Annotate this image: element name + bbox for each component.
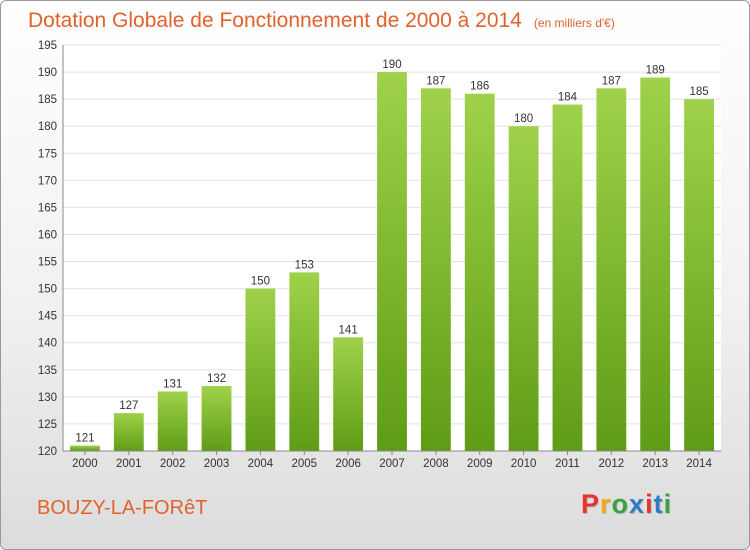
data-label: 153 xyxy=(295,259,314,271)
bar xyxy=(157,391,188,451)
x-tick-label: 2002 xyxy=(160,458,186,470)
data-label: 131 xyxy=(163,378,182,390)
y-tick-label: 170 xyxy=(38,175,57,187)
x-tick-label: 2004 xyxy=(248,458,274,470)
logo-letter: i xyxy=(645,489,654,519)
chart-subtitle: (en milliers d'€) xyxy=(533,16,615,30)
bar xyxy=(377,72,407,452)
logo-letter: t xyxy=(653,489,664,519)
y-tick-label: 155 xyxy=(38,257,57,269)
bar xyxy=(640,77,671,451)
data-label: 132 xyxy=(207,373,226,385)
data-label: 189 xyxy=(646,64,665,76)
bar xyxy=(289,272,320,451)
x-tick-label: 2003 xyxy=(204,458,230,470)
data-label: 186 xyxy=(470,81,489,93)
logo-letter: i xyxy=(663,489,673,519)
logo-letter: o xyxy=(611,489,630,519)
commune-name: BOUZY-LA-FORêT xyxy=(37,497,208,519)
y-tick-label: 150 xyxy=(38,284,57,296)
bar xyxy=(70,445,100,451)
y-tick-label: 185 xyxy=(38,94,57,106)
y-axis: 120 125 130 135 140 145 150 155 160 165 170 175 180 1… xyxy=(38,40,64,458)
data-label: 185 xyxy=(689,86,708,98)
x-tick-label: 2007 xyxy=(379,458,405,470)
bar xyxy=(245,288,276,451)
x-tick-label: 2011 xyxy=(555,458,580,470)
data-label: 187 xyxy=(602,75,621,87)
bar xyxy=(333,337,364,451)
bar xyxy=(201,386,232,451)
y-tick-label: 120 xyxy=(38,446,57,458)
data-label: 127 xyxy=(119,400,138,412)
x-tick-label: 2013 xyxy=(642,458,668,470)
data-label: 141 xyxy=(339,324,358,336)
x-tick-label: 2005 xyxy=(291,458,317,470)
logo-letter: r xyxy=(600,489,612,519)
y-tick-label: 180 xyxy=(38,121,57,133)
data-label: 190 xyxy=(382,59,401,71)
bar xyxy=(508,126,539,451)
bars: 121 127 131 132 150 153 141 190 187 186 180 184 187 1… xyxy=(70,59,714,452)
bar xyxy=(552,104,583,452)
bar xyxy=(420,88,451,451)
bar xyxy=(464,93,495,451)
data-label: 187 xyxy=(426,75,445,87)
x-tick-label: 2008 xyxy=(423,458,449,470)
y-tick-label: 130 xyxy=(38,392,57,404)
x-tick-label: 2001 xyxy=(116,458,142,470)
data-label: 150 xyxy=(251,276,270,288)
logo-letter: P xyxy=(581,489,601,519)
data-label: 180 xyxy=(514,113,533,125)
x-tick-label: 2006 xyxy=(335,458,361,470)
x-axis: 2000 2001 2002 2003 2004 2005 2006 2007 2008 2009… xyxy=(63,450,721,470)
bar xyxy=(113,413,144,451)
y-tick-label: 190 xyxy=(38,67,57,79)
x-tick-label: 2010 xyxy=(511,458,537,470)
y-tick-label: 140 xyxy=(38,338,57,350)
logo-letter: x xyxy=(629,489,646,519)
y-tick-label: 160 xyxy=(38,229,57,241)
proxiti-logo: Proxiti xyxy=(581,489,672,520)
y-tick-label: 195 xyxy=(38,40,57,52)
y-tick-label: 125 xyxy=(38,419,57,431)
bar xyxy=(684,99,714,451)
chart-title: Dotation Globale de Fonctionnement de 20… xyxy=(28,9,615,33)
y-tick-label: 135 xyxy=(38,365,57,377)
chart-title-text: Dotation Globale de Fonctionnement de 20… xyxy=(28,9,522,32)
x-tick-label: 2000 xyxy=(72,458,98,470)
x-tick-label: 2014 xyxy=(686,458,712,470)
bar xyxy=(596,88,627,451)
data-label: 184 xyxy=(558,92,578,104)
y-tick-label: 175 xyxy=(38,148,57,160)
y-tick-label: 165 xyxy=(38,202,57,214)
x-tick-label: 2009 xyxy=(467,458,493,470)
y-tick-label: 145 xyxy=(38,311,57,323)
x-tick-label: 2012 xyxy=(599,458,625,470)
data-label: 121 xyxy=(75,433,94,445)
